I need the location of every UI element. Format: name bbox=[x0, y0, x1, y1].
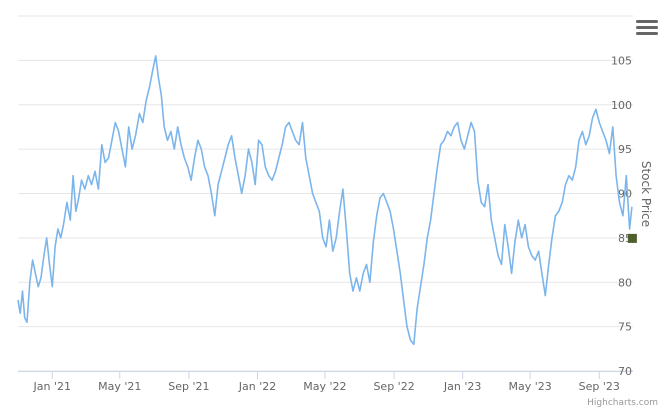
x-axis: Jan '21 May '21 Sep '21 Jan '22 May '22 Sep '… bbox=[18, 371, 633, 393]
x-tick-label: May '22 bbox=[303, 380, 346, 393]
y-tick-label: 70 bbox=[618, 365, 632, 378]
y-tick-label: 80 bbox=[618, 276, 632, 289]
hamburger-menu-icon bbox=[636, 20, 658, 23]
y-axis-title: Stock Price bbox=[639, 160, 653, 228]
price-series-line bbox=[17, 55, 633, 346]
grid-lines bbox=[18, 15, 633, 372]
x-tick-label: Jan '22 bbox=[238, 380, 276, 393]
x-tick-label: May '23 bbox=[508, 380, 551, 393]
x-tick-label: Sep '22 bbox=[373, 380, 414, 393]
chart-context-menu-button[interactable] bbox=[636, 20, 658, 38]
x-tick-label: Sep '23 bbox=[579, 380, 620, 393]
last-value-marker bbox=[627, 233, 637, 243]
x-tick-label: Sep '21 bbox=[168, 380, 209, 393]
chart-credits[interactable]: Highcharts.com bbox=[587, 398, 658, 408]
y-tick-label: 105 bbox=[611, 54, 632, 67]
y-tick-label: 95 bbox=[618, 143, 632, 156]
last-value-marker-group bbox=[627, 233, 637, 243]
x-tick-label: Jan '23 bbox=[443, 380, 481, 393]
x-tick-label: May '21 bbox=[98, 380, 141, 393]
x-tick-label: Jan '21 bbox=[33, 380, 71, 393]
y-tick-label: 100 bbox=[611, 99, 632, 112]
y-tick-label: 75 bbox=[618, 321, 632, 334]
